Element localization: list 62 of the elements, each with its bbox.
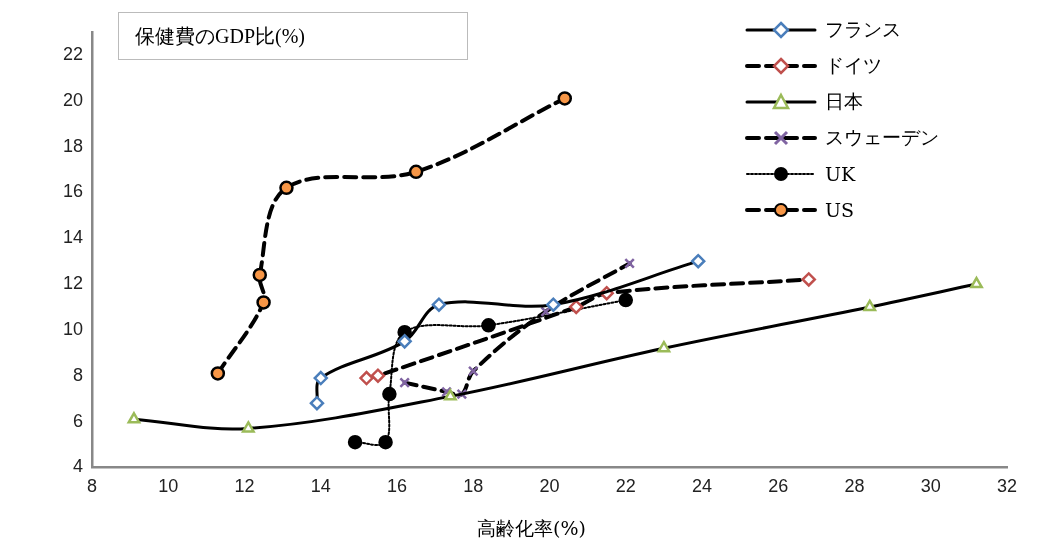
point: [127, 412, 141, 424]
legend-label: UK: [825, 163, 856, 185]
legend-label: US: [825, 199, 855, 221]
point: [690, 253, 706, 269]
y-tick-label: 8: [73, 364, 84, 385]
point: [378, 434, 393, 450]
point: [241, 421, 255, 433]
point: [347, 434, 363, 450]
legend-label: フランス: [825, 17, 901, 42]
x-tick-label: 30: [920, 476, 941, 497]
point: [256, 295, 271, 310]
x-tick-label: 28: [844, 476, 865, 497]
x-tick-label: 8: [87, 476, 98, 497]
y-tick-label: 18: [62, 135, 84, 156]
point: [370, 368, 386, 383]
label-frame: 保健費のGDP比(%): [118, 12, 468, 60]
point: [399, 377, 411, 389]
point: [657, 340, 671, 353]
y-tick-label: 22: [62, 43, 84, 64]
point: [481, 318, 496, 333]
point: [382, 386, 397, 402]
point: [624, 257, 636, 269]
y-tick-label: 10: [62, 318, 84, 339]
point: [618, 292, 634, 308]
point: [467, 365, 479, 377]
x-axis-title: 高齢化率(%): [476, 516, 587, 541]
point: [546, 297, 561, 312]
point: [359, 370, 374, 386]
x-tick-label: 26: [768, 476, 789, 497]
legend-label: 日本: [825, 89, 863, 114]
x-tick-label: 32: [996, 476, 1018, 497]
y-tick-label: 16: [62, 181, 84, 202]
point: [431, 297, 447, 312]
y-tick-label: 4: [73, 456, 84, 477]
point: [443, 389, 457, 401]
x-tick-label: 18: [463, 476, 484, 497]
point: [210, 366, 226, 381]
point: [279, 180, 294, 196]
legend-label: ドイツ: [825, 53, 882, 78]
point: [568, 299, 584, 315]
legend-label: スウェーデン: [825, 125, 939, 150]
y-tick-label: 12: [62, 273, 84, 294]
x-tick-label: 14: [310, 476, 331, 497]
point: [557, 91, 573, 106]
point: [441, 386, 453, 398]
point: [309, 395, 325, 411]
point: [252, 267, 268, 283]
point: [397, 334, 412, 349]
y-tick-label: 6: [73, 410, 84, 431]
y-tick-label: 20: [62, 89, 84, 110]
x-tick-label: 22: [615, 476, 636, 497]
point: [313, 370, 329, 386]
x-tick-label: 24: [691, 476, 713, 497]
point: [408, 164, 424, 180]
x-tick-label: 12: [234, 476, 255, 497]
point: [801, 272, 817, 287]
y-tick-label: 14: [62, 227, 84, 248]
x-tick-label: 16: [387, 476, 408, 497]
point: [863, 299, 877, 312]
x-tick-label: 20: [539, 476, 560, 497]
x-tick-label: 10: [158, 476, 179, 497]
point: [970, 276, 983, 289]
